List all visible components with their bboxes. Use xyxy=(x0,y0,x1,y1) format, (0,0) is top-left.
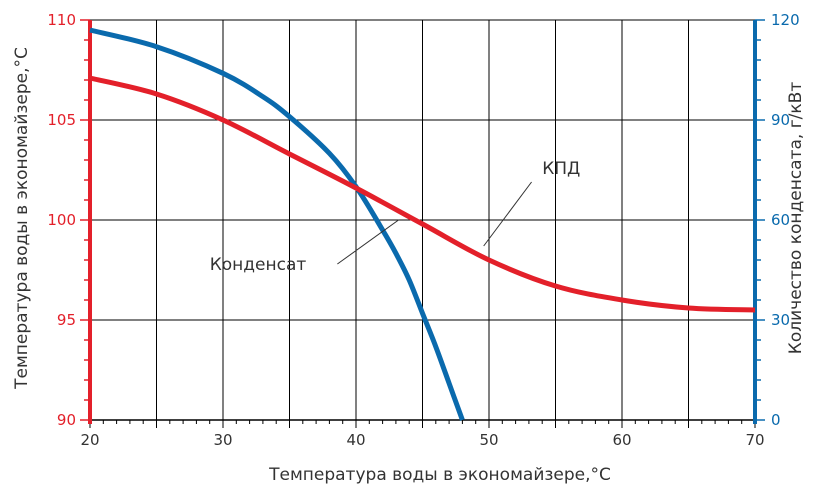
y-axis-right-title: Количество конденсата, г/кВт xyxy=(786,82,806,355)
annotations: КПД Конденсат xyxy=(210,159,581,275)
kpd-pointer-line xyxy=(483,181,532,247)
condensate-series-line xyxy=(89,27,465,421)
x-tick-label: 40 xyxy=(346,431,365,449)
x-tick-label: 20 xyxy=(80,431,99,449)
x-axis-title: Температура воды в экономайзере,°С xyxy=(268,465,611,485)
axes xyxy=(88,20,757,424)
grid-lines xyxy=(90,19,755,420)
y-left-tick-label: 105 xyxy=(47,111,76,129)
series-lines xyxy=(89,27,756,421)
y-left-tick-label: 100 xyxy=(47,211,76,229)
x-tick-label: 50 xyxy=(479,431,498,449)
condensate-label: Конденсат xyxy=(210,255,307,275)
x-tick-label: 70 xyxy=(745,431,764,449)
y-right-tick-label: 120 xyxy=(771,11,800,29)
y-right-tick-label: 30 xyxy=(771,311,790,329)
x-tick-label: 60 xyxy=(612,431,631,449)
y-right-tick-label: 90 xyxy=(771,111,790,129)
y-right-tick-label: 60 xyxy=(771,211,790,229)
tick-labels: 20 30 40 50 60 70 90 95 100 105 110 0 30 60 90 120 xyxy=(47,11,799,449)
y-left-tick-label: 110 xyxy=(47,11,76,29)
kpd-series-line xyxy=(89,75,756,313)
y-axis-left-title: Температура воды в экономайзере,°С xyxy=(12,47,32,390)
y-left-tick-label: 95 xyxy=(57,311,76,329)
x-tick-label: 30 xyxy=(213,431,232,449)
kpd-label: КПД xyxy=(542,159,580,179)
y-right-tick-label: 0 xyxy=(771,411,781,429)
condensate-pointer-line xyxy=(337,219,399,265)
y-left-tick-label: 90 xyxy=(57,411,76,429)
